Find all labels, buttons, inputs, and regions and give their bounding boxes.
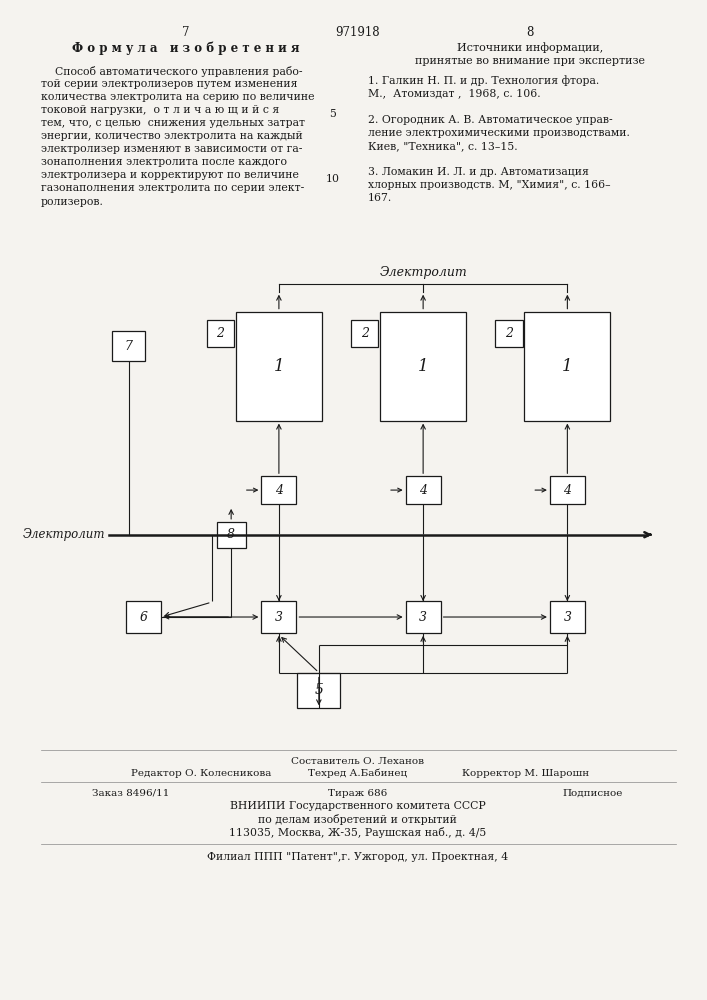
- Text: Ф о р м у л а   и з о б р е т е н и я: Ф о р м у л а и з о б р е т е н и я: [71, 42, 299, 55]
- Text: количества электролита на серию по величине: количества электролита на серию по велич…: [41, 92, 315, 102]
- Bar: [262, 476, 296, 504]
- Text: по делам изобретений и открытий: по делам изобретений и открытий: [258, 814, 457, 825]
- Text: Составитель О. Леханов: Составитель О. Леханов: [291, 757, 424, 766]
- Text: 1: 1: [562, 358, 573, 375]
- Text: 3. Ломакин И. Л. и др. Автоматизация: 3. Ломакин И. Л. и др. Автоматизация: [368, 167, 588, 177]
- Text: 3: 3: [275, 611, 283, 624]
- Text: 4: 4: [275, 484, 283, 497]
- Text: 2: 2: [216, 327, 224, 340]
- Text: Заказ 8496/11: Заказ 8496/11: [92, 789, 169, 798]
- Text: Электролит: Электролит: [379, 266, 467, 279]
- Bar: [550, 601, 585, 633]
- Bar: [206, 320, 234, 347]
- Text: Филиал ППП "Патент",г. Ужгород, ул. Проектная, 4: Филиал ППП "Патент",г. Ужгород, ул. Прое…: [207, 852, 508, 862]
- Bar: [351, 320, 378, 347]
- Text: 5: 5: [329, 109, 336, 119]
- Text: 3: 3: [419, 611, 427, 624]
- Text: 4: 4: [419, 484, 427, 497]
- Text: 10: 10: [325, 174, 339, 184]
- Text: Способ автоматического управления рабо-: Способ автоматического управления рабо-: [41, 66, 303, 77]
- Text: Техред А.Бабинец: Техред А.Бабинец: [308, 769, 407, 778]
- Text: энергии, количество электролита на каждый: энергии, количество электролита на кажды…: [41, 131, 303, 141]
- Text: 7: 7: [182, 26, 189, 39]
- Bar: [380, 312, 466, 421]
- Text: Корректор М. Шарошн: Корректор М. Шарошн: [462, 769, 589, 778]
- Text: 1: 1: [418, 358, 428, 375]
- Text: Тираж 686: Тираж 686: [328, 789, 387, 798]
- Text: 7: 7: [125, 340, 133, 353]
- Text: Подписное: Подписное: [563, 789, 623, 798]
- Text: М.,  Атомиздат ,  1968, с. 106.: М., Атомиздат , 1968, с. 106.: [368, 89, 540, 99]
- Bar: [126, 601, 161, 633]
- Text: ВНИИПИ Государственного комитета СССР: ВНИИПИ Государственного комитета СССР: [230, 801, 486, 811]
- Bar: [262, 601, 296, 633]
- Text: 113035, Москва, Ж-35, Раушская наб., д. 4/5: 113035, Москва, Ж-35, Раушская наб., д. …: [229, 827, 486, 838]
- Text: ление электрохимическими производствами.: ление электрохимическими производствами.: [368, 128, 629, 138]
- Text: Источники информации,: Источники информации,: [457, 42, 604, 53]
- Text: 6: 6: [139, 611, 148, 624]
- Bar: [525, 312, 610, 421]
- Text: 2: 2: [361, 327, 368, 340]
- Bar: [112, 331, 146, 361]
- Text: 8: 8: [527, 26, 534, 39]
- Text: Киев, "Техника", с. 13–15.: Киев, "Техника", с. 13–15.: [368, 141, 518, 151]
- Text: 2: 2: [505, 327, 513, 340]
- Bar: [550, 476, 585, 504]
- Text: тем, что, с целью  снижения удельных затрат: тем, что, с целью снижения удельных затр…: [41, 118, 305, 128]
- Text: 1. Галкин Н. П. и др. Технология фтора.: 1. Галкин Н. П. и др. Технология фтора.: [368, 76, 599, 86]
- Text: ролизеров.: ролизеров.: [41, 197, 104, 207]
- Text: газонаполнения электролита по серии элект-: газонаполнения электролита по серии элек…: [41, 183, 304, 193]
- Text: Электролит: Электролит: [23, 528, 105, 541]
- Text: токовой нагрузки,  о т л и ч а ю щ и й с я: токовой нагрузки, о т л и ч а ю щ и й с …: [41, 105, 279, 115]
- Bar: [406, 476, 440, 504]
- Text: электролизер изменяют в зависимости от га-: электролизер изменяют в зависимости от г…: [41, 144, 303, 154]
- Text: 1: 1: [274, 358, 284, 375]
- Bar: [406, 601, 440, 633]
- Text: принятые во внимание при экспертизе: принятые во внимание при экспертизе: [415, 56, 645, 66]
- Text: Редактор О. Колесникова: Редактор О. Колесникова: [131, 769, 271, 778]
- Text: 5: 5: [315, 683, 323, 697]
- Text: 8: 8: [227, 528, 235, 541]
- Text: зонаполнения электролита после каждого: зонаполнения электролита после каждого: [41, 157, 287, 167]
- Text: 971918: 971918: [336, 26, 380, 39]
- Text: 2. Огородник А. В. Автоматическое управ-: 2. Огородник А. В. Автоматическое управ-: [368, 115, 612, 125]
- Text: 4: 4: [563, 484, 571, 497]
- Bar: [495, 320, 522, 347]
- Text: 3: 3: [563, 611, 571, 624]
- Text: той серии электролизеров путем изменения: той серии электролизеров путем изменения: [41, 79, 298, 89]
- Text: электролизера и корректируют по величине: электролизера и корректируют по величине: [41, 170, 299, 180]
- Bar: [236, 312, 322, 421]
- Text: 167.: 167.: [368, 193, 392, 203]
- Bar: [216, 522, 246, 548]
- Bar: [298, 673, 340, 708]
- Text: хлорных производств. М, "Химия", с. 166–: хлорных производств. М, "Химия", с. 166–: [368, 180, 610, 190]
